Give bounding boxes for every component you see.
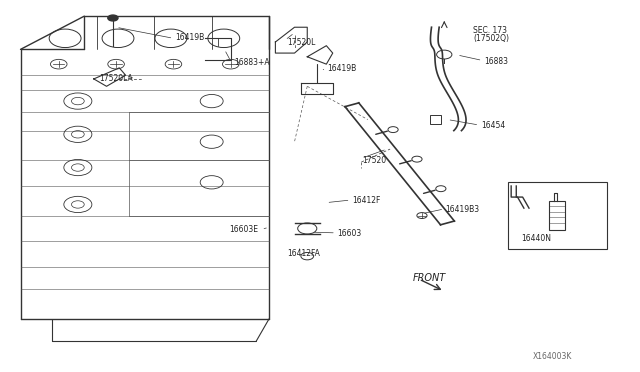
Text: 16603: 16603 bbox=[337, 229, 362, 238]
Text: 16412F: 16412F bbox=[352, 196, 380, 205]
Bar bbox=[429, 115, 441, 124]
Text: 16440N: 16440N bbox=[522, 234, 552, 243]
Text: 17520LA: 17520LA bbox=[99, 74, 132, 83]
Text: X164003K: X164003K bbox=[532, 352, 572, 361]
Text: FRONT: FRONT bbox=[412, 273, 445, 283]
Text: 17520: 17520 bbox=[363, 156, 387, 166]
Text: 16883+A: 16883+A bbox=[234, 58, 269, 67]
Bar bbox=[549, 201, 565, 230]
Text: 16454: 16454 bbox=[481, 121, 506, 130]
Circle shape bbox=[108, 15, 118, 21]
Text: 17520L: 17520L bbox=[287, 38, 316, 47]
Text: 16883: 16883 bbox=[484, 57, 508, 66]
Bar bbox=[508, 182, 607, 249]
Text: 16603E: 16603E bbox=[230, 225, 259, 234]
Text: (17502Q): (17502Q) bbox=[473, 34, 509, 43]
Text: 16412FA: 16412FA bbox=[287, 249, 320, 258]
Text: 16419B: 16419B bbox=[175, 33, 204, 42]
Text: SEC. 173: SEC. 173 bbox=[473, 26, 507, 35]
Text: 16419B3: 16419B3 bbox=[445, 205, 479, 214]
Text: 16419B: 16419B bbox=[328, 64, 357, 73]
